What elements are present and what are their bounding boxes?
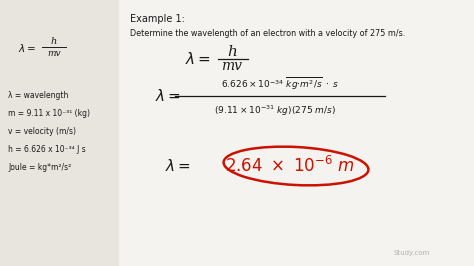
Text: v = velocity (m/s): v = velocity (m/s) xyxy=(8,127,76,136)
Text: Example 1:: Example 1: xyxy=(130,14,185,24)
Text: $(9.11\times10^{-31}\ kg)(275\ m/s)$: $(9.11\times10^{-31}\ kg)(275\ m/s)$ xyxy=(214,104,336,118)
Text: h = 6.626 x 10⁻³⁴ J s: h = 6.626 x 10⁻³⁴ J s xyxy=(8,145,86,154)
Text: $\lambda =$: $\lambda =$ xyxy=(18,42,36,54)
Text: mv: mv xyxy=(47,48,61,57)
Text: h: h xyxy=(51,36,57,45)
Text: $\lambda =$: $\lambda =$ xyxy=(185,51,211,67)
Text: Determine the wavelength of an electron with a velocity of 275 m/s.: Determine the wavelength of an electron … xyxy=(130,29,405,38)
Text: mv: mv xyxy=(221,59,243,73)
Text: $\lambda =$: $\lambda =$ xyxy=(165,158,191,174)
Text: $\lambda =$: $\lambda =$ xyxy=(155,88,181,104)
Text: Joule = kg*m²/s²: Joule = kg*m²/s² xyxy=(8,163,71,172)
Text: $2.64\ \times\ 10^{-6}\ m$: $2.64\ \times\ 10^{-6}\ m$ xyxy=(225,156,355,176)
Text: Study.com: Study.com xyxy=(394,250,430,256)
Text: λ = wavelength: λ = wavelength xyxy=(8,91,68,100)
Text: h: h xyxy=(227,45,237,59)
Text: m = 9.11 x 10⁻³¹ (kg): m = 9.11 x 10⁻³¹ (kg) xyxy=(8,109,90,118)
Text: $6.626\times10^{-34}\ \overline{kg{\cdot}m^2/s}\ \cdot\ s$: $6.626\times10^{-34}\ \overline{kg{\cdot… xyxy=(221,75,339,93)
Bar xyxy=(0,0,118,266)
